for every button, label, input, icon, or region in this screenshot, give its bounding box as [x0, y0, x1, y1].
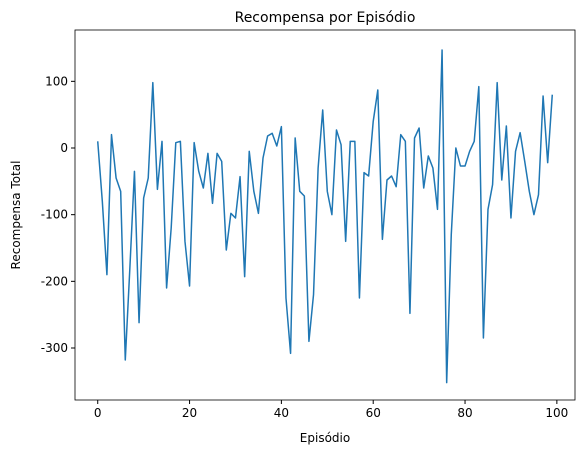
line	[96, 49, 554, 384]
x-tick-label: 80	[457, 406, 472, 420]
x-axis-label: Episódio	[300, 431, 350, 445]
y-tick-label: -300	[41, 341, 68, 355]
x-tick-label: 60	[366, 406, 381, 420]
plot-frame	[74, 29, 576, 401]
x-tick-label: 0	[94, 406, 102, 420]
x-tick-label: 100	[545, 406, 568, 420]
x-tick-label: 40	[274, 406, 289, 420]
y-tick-label: 0	[60, 141, 68, 155]
y-tick-label: -100	[41, 208, 68, 222]
y-tick-label: 100	[45, 74, 68, 88]
chart-title: Recompensa por Episódio	[235, 10, 416, 26]
x-tick-label: 20	[182, 406, 197, 420]
y-tick-label: -200	[41, 274, 68, 288]
y-axis-label: Recompensa Total	[9, 161, 23, 270]
